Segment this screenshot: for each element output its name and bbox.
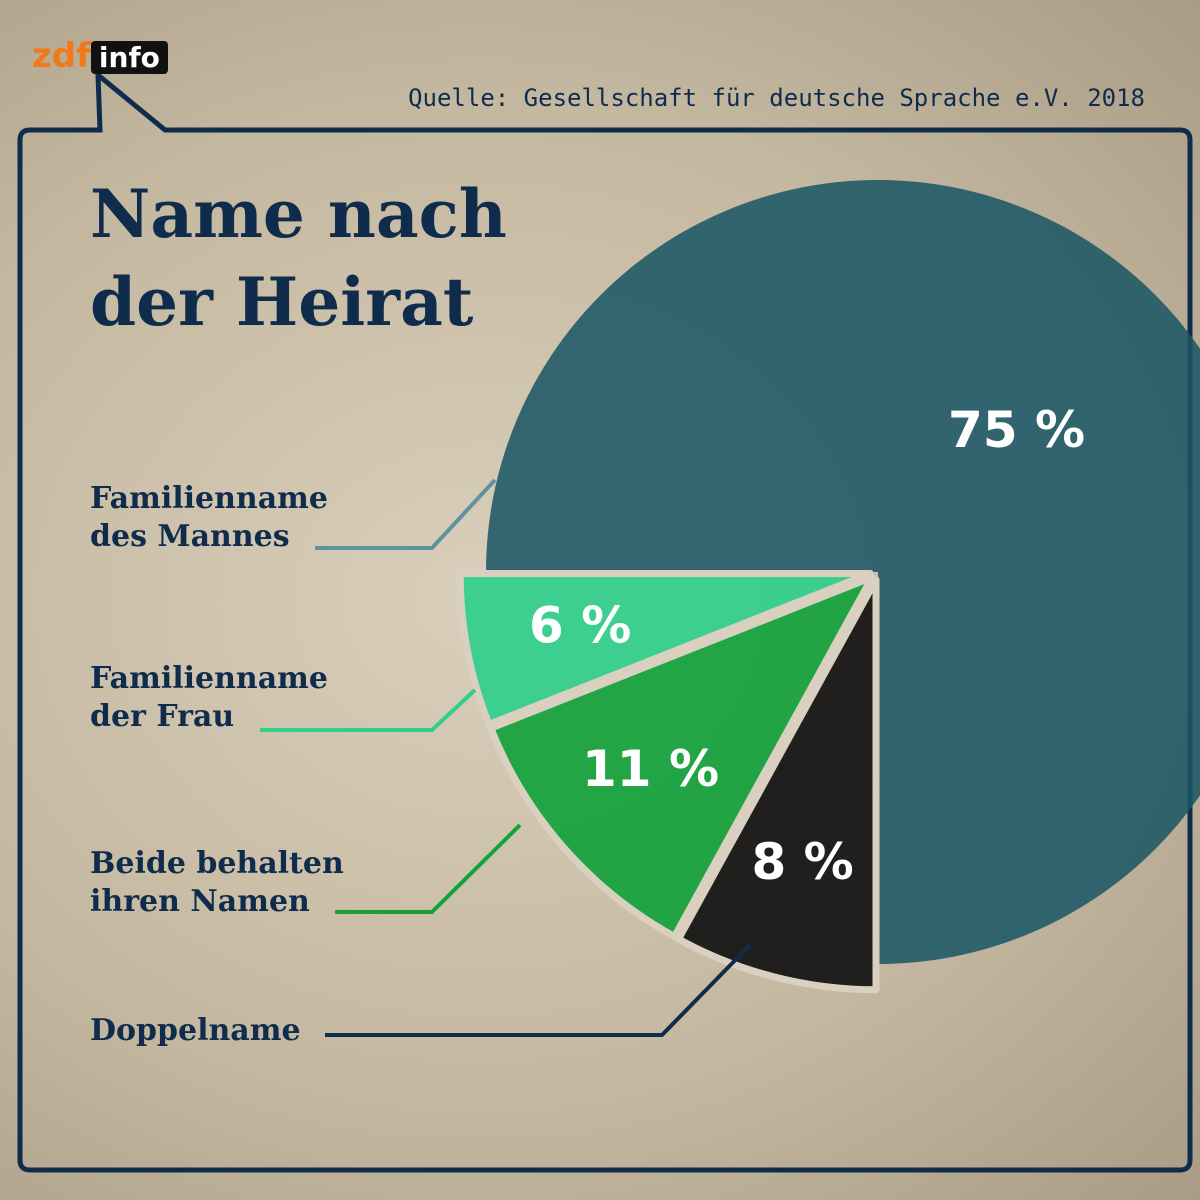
pie-slice — [456, 569, 874, 728]
legend-label: Familienname des Mannes — [90, 481, 329, 554]
frame — [17, 69, 1193, 1173]
leader-line — [260, 688, 477, 732]
logo-brand: zdf — [32, 36, 91, 76]
legend-label: Doppelname — [90, 1013, 301, 1048]
value-label: 6 % — [529, 596, 631, 654]
value-label: 75 % — [948, 401, 1085, 459]
leader-line — [325, 943, 752, 1037]
pie-slice — [487, 573, 876, 941]
logo-channel: info — [90, 41, 168, 74]
legend-label: Beide behalten ihren Namen — [90, 846, 344, 919]
pie-slice — [486, 180, 1200, 964]
logo: zdf info — [32, 36, 168, 76]
pie: 75 % 6 % 11 % 8 % — [456, 180, 1200, 994]
leader-line — [315, 478, 497, 550]
chart-title: Name nach der Heirat — [90, 175, 507, 341]
value-label: 11 % — [582, 740, 719, 798]
legend-label: Familienname der Frau — [90, 661, 329, 734]
pie-slice — [674, 576, 880, 994]
leader-line — [335, 823, 522, 914]
value-label: 8 % — [751, 833, 853, 891]
source: Quelle: Gesellschaft für deutsche Sprach… — [408, 84, 1145, 112]
